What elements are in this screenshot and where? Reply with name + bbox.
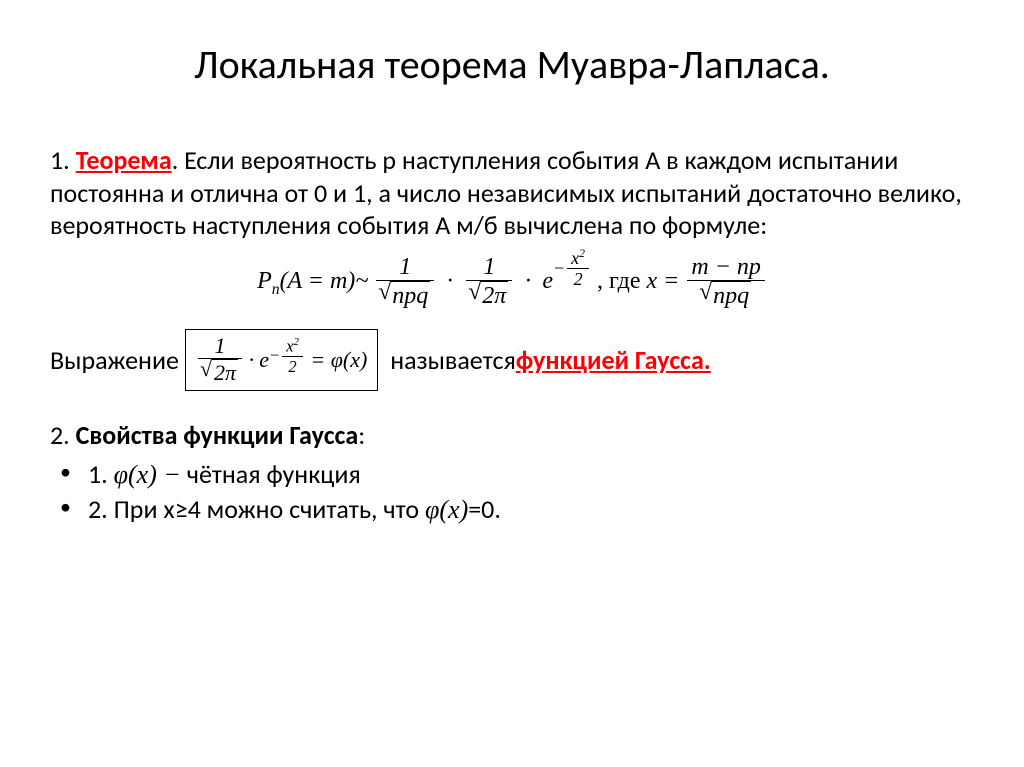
prop2-phi: φ(x) — [425, 495, 468, 524]
frac2-num: 1 — [466, 254, 512, 281]
frac2-den: 2π — [480, 281, 508, 311]
box-eq-phi: = φ(x) — [310, 347, 367, 373]
expression-suffix: называется — [390, 344, 516, 376]
expression-prefix: Выражение — [50, 344, 179, 376]
properties-heading: 2. Свойства функции Гаусса: — [50, 419, 974, 451]
tilde: ~ — [355, 268, 368, 294]
fraction-3: m − np npq — [687, 254, 765, 311]
theorem-number: 1. — [50, 144, 76, 176]
frac3-num: m − np — [687, 254, 765, 281]
formula-exponent: −x22 — [553, 248, 591, 291]
box-e: e — [259, 347, 269, 373]
formula-lhs-paren: (A = m) — [280, 268, 356, 294]
formula-e: e — [542, 268, 553, 294]
theorem-label: Теорема — [76, 144, 172, 176]
prop1-text: чётная функция — [181, 458, 361, 490]
formula-P-sub: n — [272, 280, 280, 297]
fraction-1: 1 npq — [376, 254, 434, 311]
property-2: 2. При x≥4 можно считать, что φ(x)=0. — [60, 492, 974, 527]
prop1-phi: φ(x) − — [114, 460, 181, 489]
sec2-prefix: 2. — [50, 419, 76, 451]
prop2-text2: =0. — [468, 493, 501, 525]
formula-where: , где — [597, 268, 647, 294]
frac1-den: npq — [390, 281, 430, 311]
theorem-text: . Если вероятность р наступления события… — [50, 144, 962, 241]
sec2-colon: : — [358, 419, 365, 451]
gauss-expression-row: Выражение 1 2π · e−x22 = φ(x) называется… — [50, 329, 974, 392]
prop2-num: 2. — [88, 493, 114, 525]
theorem-paragraph: 1. Теорема. Если вероятность р наступлен… — [50, 144, 974, 242]
box-exponent: −x22 — [269, 337, 305, 376]
prop1-num: 1. — [88, 458, 114, 490]
fraction-2: 1 2π — [466, 254, 512, 311]
x-equals: x = — [647, 268, 680, 294]
frac3-den: npq — [711, 281, 751, 311]
properties-list: 1. φ(x) − чётная функция 2. При x≥4 можн… — [50, 457, 974, 527]
frac1-num: 1 — [376, 254, 434, 281]
boxed-expression: 1 2π · e−x22 = φ(x) — [185, 329, 378, 392]
formula-P: P — [257, 268, 272, 294]
prop2-text1: При x≥4 можно считать, что — [114, 493, 425, 525]
main-formula: Pn(A = m)~ 1 npq · 1 2π · e−x22 , где x … — [50, 254, 974, 311]
slide-title: Локальная теорема Муавра-Лапласа. — [50, 40, 974, 89]
gauss-function-label: функцией Гаусса. — [516, 344, 711, 376]
property-1: 1. φ(x) − чётная функция — [60, 457, 974, 492]
sec2-bold: Свойства функции Гаусса — [76, 419, 359, 451]
box-fraction: 1 2π — [198, 334, 242, 387]
